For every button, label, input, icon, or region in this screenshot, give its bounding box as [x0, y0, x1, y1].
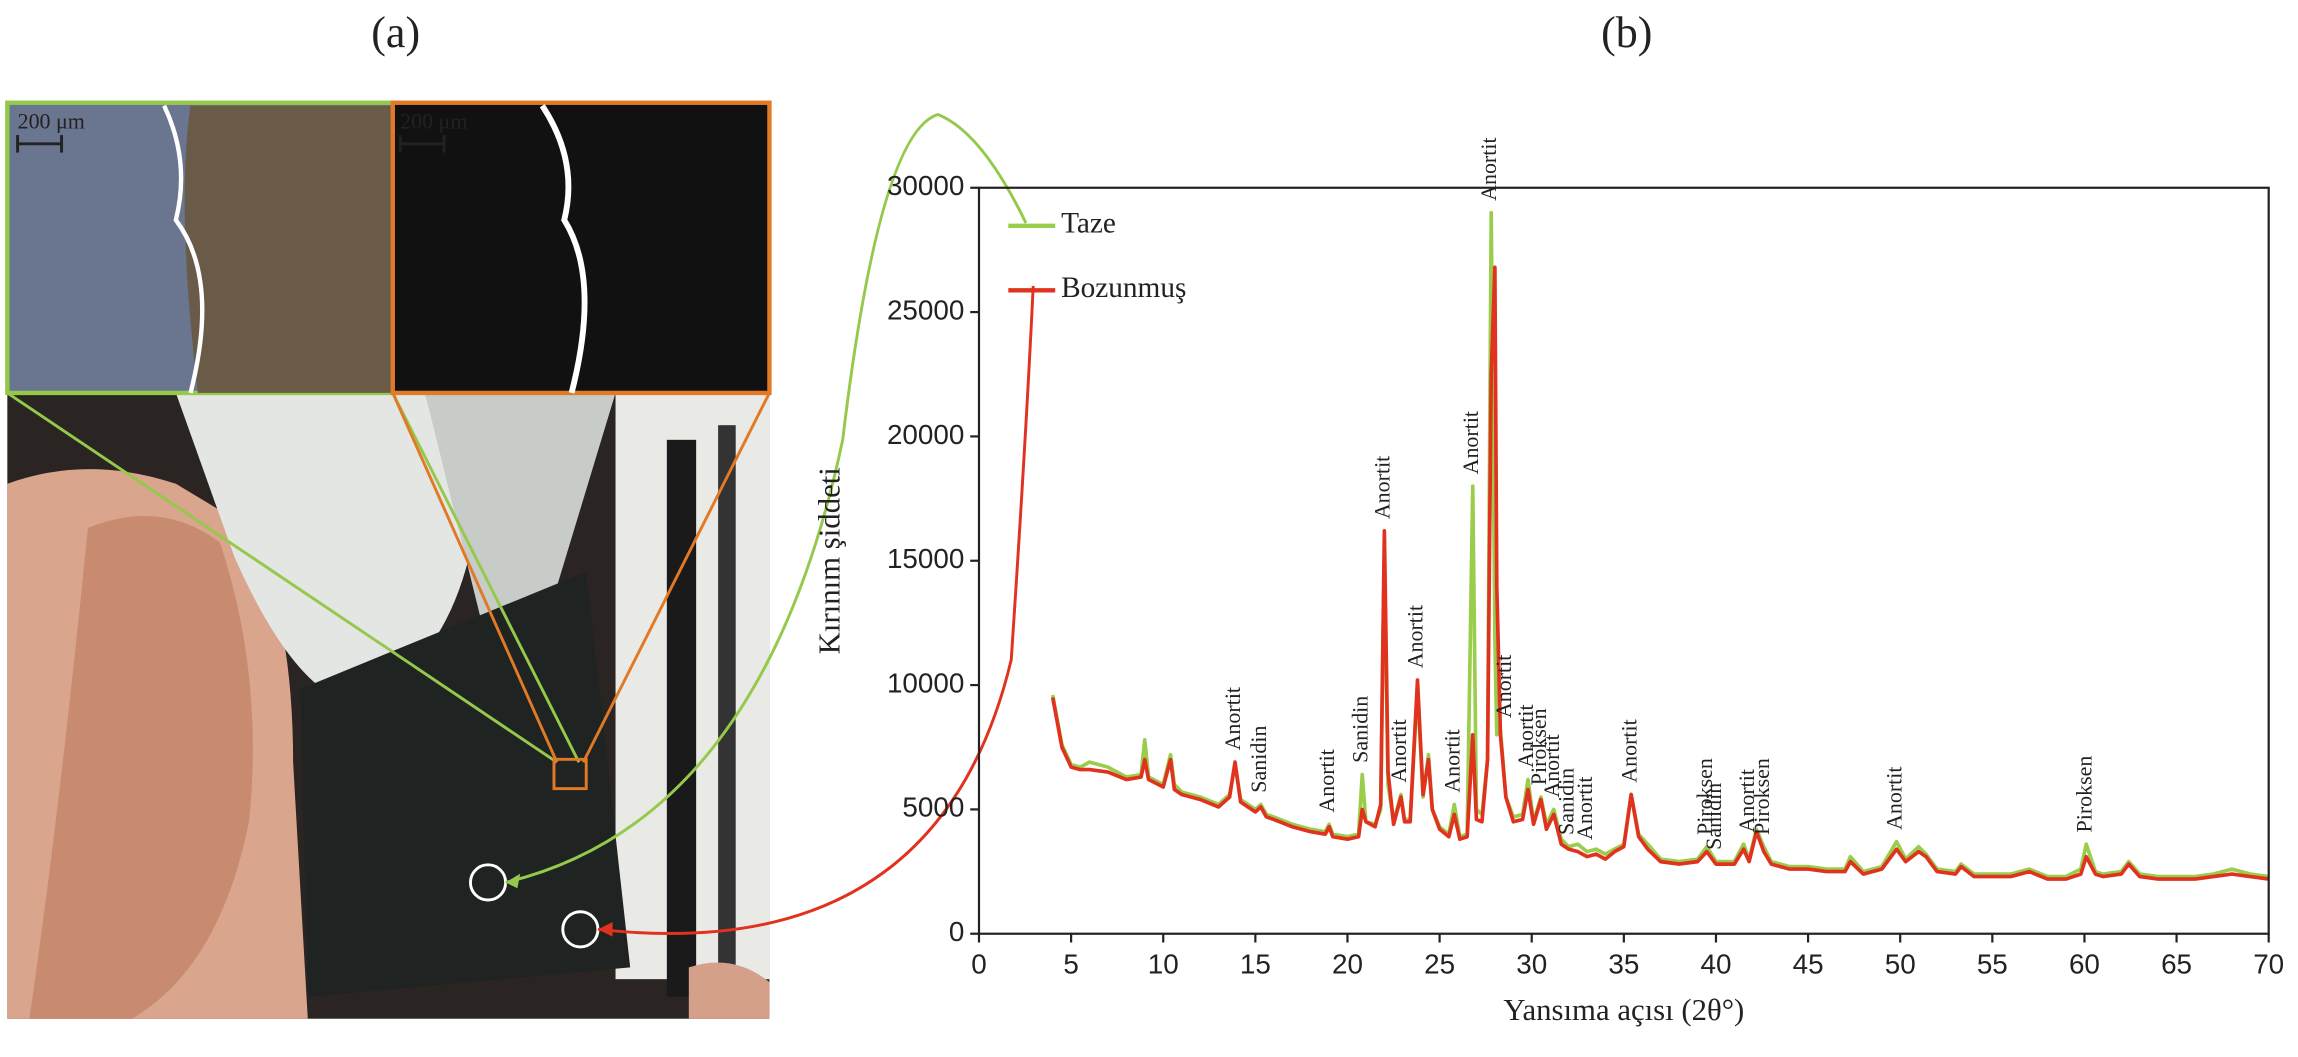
x-tick-label: 40 [1700, 948, 1731, 979]
peak-label: Anortit [1386, 719, 1411, 782]
peak-label: Anortit [1220, 687, 1245, 750]
peak-label: Anortit [1439, 729, 1464, 792]
y-tick-label: 25000 [887, 294, 964, 325]
y-tick-label: 5000 [902, 792, 964, 823]
x-tick-label: 0 [971, 948, 986, 979]
peak-label: Sanidin [1347, 696, 1372, 763]
x-axis-label: Yansıma açısı (2θ°) [1503, 993, 1744, 1027]
x-tick-label: 55 [1977, 948, 2008, 979]
peak-label: Sanidin [1246, 726, 1271, 793]
x-tick-label: 5 [1063, 948, 1078, 979]
scale-bar-label: 200 μm [400, 108, 467, 133]
peak-label: Anortit [1572, 776, 1597, 839]
y-axis-label: Kırınım şiddeti [813, 467, 847, 654]
x-tick-label: 70 [2253, 948, 2284, 979]
inset-texture [185, 106, 393, 393]
y-tick-label: 15000 [887, 543, 964, 574]
photo [7, 393, 769, 1019]
peak-label: Anortit [1314, 749, 1339, 812]
y-tick-label: 0 [949, 916, 964, 947]
x-tick-label: 30 [1516, 948, 1547, 979]
legend-label: Bozunmuş [1061, 272, 1186, 304]
peak-label: Anortit [1369, 456, 1394, 519]
x-tick-label: 10 [1148, 948, 1179, 979]
peak-label: Sanidin [1701, 783, 1726, 850]
x-tick-label: 50 [1885, 948, 1916, 979]
peak-label: Anortit [1458, 411, 1483, 474]
legend-label: Taze [1061, 208, 1116, 240]
peak-label: Anortit [1476, 137, 1501, 200]
x-tick-label: 65 [2161, 948, 2192, 979]
chart: 0 5 10 15 20 25 30 35 40 45 50 55 60 65 70 0 5000 10000 15… [813, 137, 2285, 1027]
x-tick-label: 35 [1608, 948, 1639, 979]
x-tick-label: 20 [1332, 948, 1363, 979]
y-tick-label: 10000 [887, 667, 964, 698]
peak-label: Anortit [1403, 605, 1428, 668]
x-tick-label: 45 [1793, 948, 1824, 979]
x-tick-label: 25 [1424, 948, 1455, 979]
peak-label: Anortit [1616, 719, 1641, 782]
x-tick-label: 60 [2069, 948, 2100, 979]
y-tick-label: 20000 [887, 419, 964, 450]
peak-label: Piroksen [1749, 758, 1774, 835]
panel-label: (a) [371, 8, 420, 57]
scale-bar-label: 200 μm [18, 108, 85, 133]
peak-label: Anortit [1882, 767, 1907, 830]
y-tick-label: 30000 [887, 170, 964, 201]
x-tick-label: 15 [1240, 948, 1271, 979]
panel-label: (b) [1601, 8, 1652, 57]
peak-label: Piroksen [2071, 756, 2096, 833]
figure: (a) (b) 200 μm 200 μm 0 5 10 15 20 25 30 35 40 45… [0, 0, 2298, 1057]
